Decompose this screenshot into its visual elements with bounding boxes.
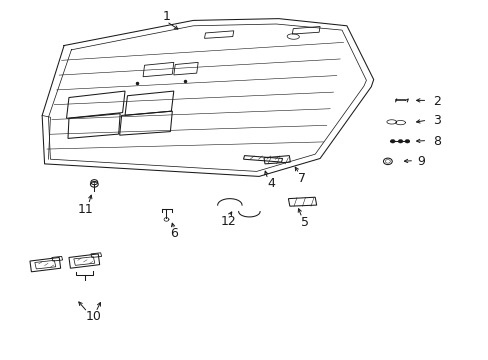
Text: 4: 4: [267, 177, 275, 190]
Text: 9: 9: [416, 155, 424, 168]
Text: 8: 8: [432, 135, 440, 148]
Text: 2: 2: [432, 95, 440, 108]
Circle shape: [389, 139, 394, 143]
Text: 11: 11: [78, 203, 94, 216]
Text: 7: 7: [297, 172, 305, 185]
Circle shape: [404, 139, 409, 143]
Text: 3: 3: [432, 114, 440, 127]
Circle shape: [397, 139, 402, 143]
Text: 12: 12: [221, 215, 236, 228]
Text: 10: 10: [85, 310, 101, 324]
Text: 5: 5: [301, 216, 309, 229]
Text: 1: 1: [162, 10, 170, 23]
Text: 6: 6: [169, 226, 177, 239]
